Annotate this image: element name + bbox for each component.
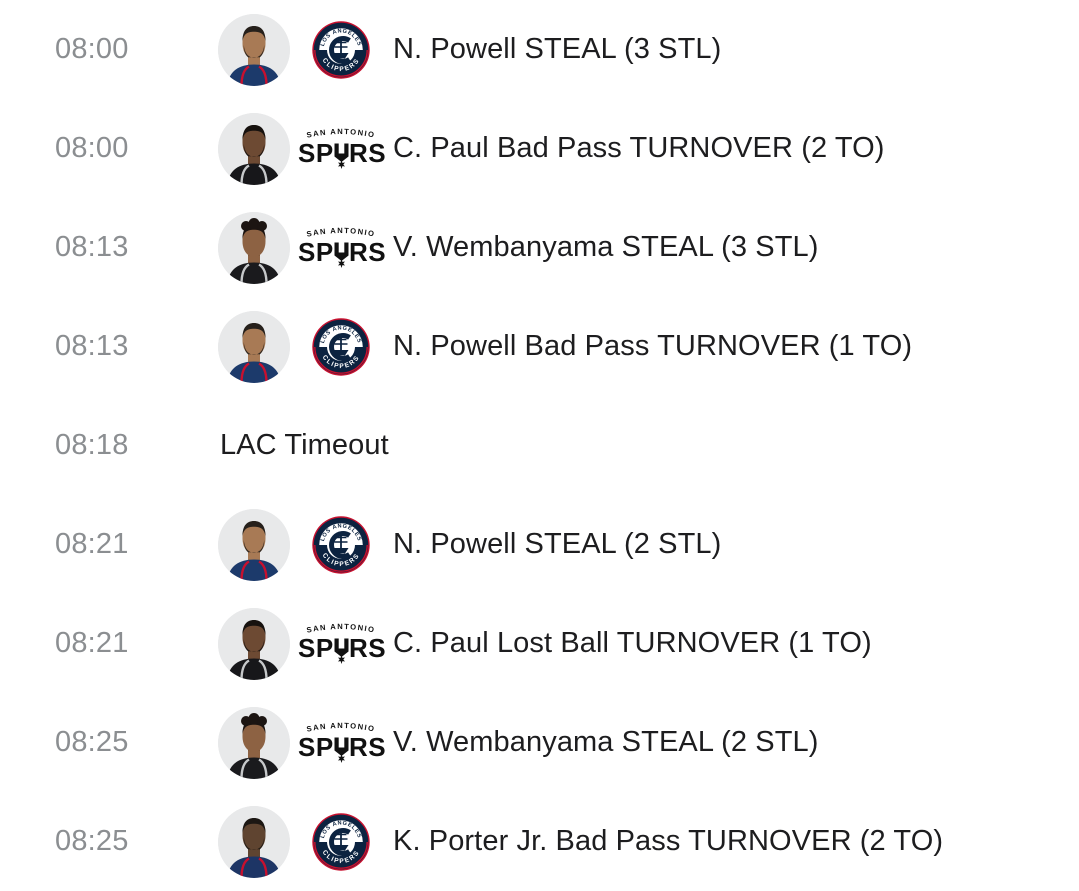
play-row: 08:00 SAN ANTONIO SP RS C. Paul Bad Pass… bbox=[0, 99, 1079, 198]
player-avatar bbox=[218, 13, 290, 86]
svg-text:RS: RS bbox=[349, 138, 385, 168]
event-description: C. Paul Lost Ball TURNOVER (1 TO) bbox=[393, 627, 872, 660]
event-description: LAC Timeout bbox=[220, 429, 389, 462]
svg-text:SAN ANTONIO: SAN ANTONIO bbox=[306, 225, 376, 238]
clock-time: 08:13 bbox=[55, 330, 129, 362]
player-avatar bbox=[218, 706, 290, 779]
event-description: V. Wembanyama STEAL (3 STL) bbox=[393, 231, 819, 264]
play-row: 08:21 LOS ANGELES CLIPPERS bbox=[0, 495, 1079, 594]
event-description: N. Powell Bad Pass TURNOVER (1 TO) bbox=[393, 330, 913, 363]
svg-text:SAN ANTONIO: SAN ANTONIO bbox=[306, 720, 376, 733]
svg-text:RS: RS bbox=[349, 633, 385, 663]
event-description: C. Paul Bad Pass TURNOVER (2 TO) bbox=[393, 132, 885, 165]
svg-text:SP: SP bbox=[298, 138, 334, 168]
clippers-logo-icon: LOS ANGELES CLIPPERS bbox=[290, 14, 392, 86]
spurs-logo-icon: SAN ANTONIO SP RS bbox=[290, 608, 392, 680]
spurs-logo-icon: SAN ANTONIO SP RS bbox=[290, 707, 392, 779]
clock-time: 08:21 bbox=[55, 627, 129, 659]
svg-text:SP: SP bbox=[298, 633, 334, 663]
clock-time: 08:25 bbox=[55, 825, 129, 857]
event-description: V. Wembanyama STEAL (2 STL) bbox=[393, 726, 819, 759]
svg-text:SAN ANTONIO: SAN ANTONIO bbox=[306, 126, 376, 139]
svg-text:SP: SP bbox=[298, 237, 334, 267]
play-row: 08:25 LOS ANGELES CLIPPERS bbox=[0, 792, 1079, 891]
play-row: 08:13 SAN ANTONIO SP RS V. Wembanyama ST… bbox=[0, 198, 1079, 297]
clippers-logo-icon: LOS ANGELES CLIPPERS bbox=[290, 806, 392, 878]
clippers-logo-icon: LOS ANGELES CLIPPERS bbox=[290, 509, 392, 581]
event-description: N. Powell STEAL (3 STL) bbox=[393, 33, 722, 66]
play-row: 08:13 LOS ANGELES CLIPPERS bbox=[0, 297, 1079, 396]
play-row: 08:00 LOS ANGELES CLIPPERS bbox=[0, 0, 1079, 99]
svg-text:SP: SP bbox=[298, 732, 334, 762]
player-avatar bbox=[218, 508, 290, 581]
svg-text:RS: RS bbox=[349, 237, 385, 267]
player-avatar bbox=[218, 211, 290, 284]
player-avatar bbox=[218, 310, 290, 383]
timeout-row: 08:18 LAC Timeout bbox=[0, 396, 1079, 495]
event-description: N. Powell STEAL (2 STL) bbox=[393, 528, 722, 561]
event-description: K. Porter Jr. Bad Pass TURNOVER (2 TO) bbox=[393, 825, 944, 858]
clippers-logo-icon: LOS ANGELES CLIPPERS bbox=[290, 311, 392, 383]
svg-text:RS: RS bbox=[349, 732, 385, 762]
play-row: 08:25 SAN ANTONIO SP RS V. Wembanyama ST… bbox=[0, 693, 1079, 792]
spurs-logo-icon: SAN ANTONIO SP RS bbox=[290, 113, 392, 185]
spurs-logo-icon: SAN ANTONIO SP RS bbox=[290, 212, 392, 284]
clock-time: 08:00 bbox=[55, 33, 129, 65]
clock-time: 08:13 bbox=[55, 231, 129, 263]
svg-text:SAN ANTONIO: SAN ANTONIO bbox=[306, 621, 376, 634]
clock-time: 08:25 bbox=[55, 726, 129, 758]
clock-time: 08:00 bbox=[55, 132, 129, 164]
player-avatar bbox=[218, 805, 290, 878]
player-avatar bbox=[218, 607, 290, 680]
clock-time: 08:18 bbox=[55, 429, 129, 461]
player-avatar bbox=[218, 112, 290, 185]
clock-time: 08:21 bbox=[55, 528, 129, 560]
play-row: 08:21 SAN ANTONIO SP RS C. Paul Lost Bal… bbox=[0, 594, 1079, 693]
